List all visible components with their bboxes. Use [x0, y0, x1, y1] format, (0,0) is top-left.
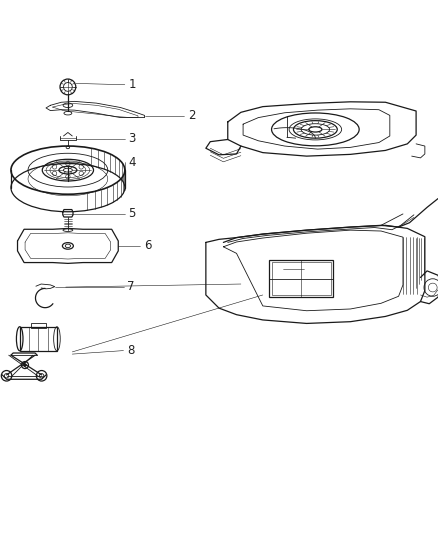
Circle shape: [24, 364, 26, 366]
Text: 1: 1: [128, 78, 136, 91]
Text: 8: 8: [127, 344, 134, 357]
Text: 5: 5: [129, 207, 136, 220]
Text: 4: 4: [128, 156, 136, 169]
Text: 2: 2: [187, 109, 195, 123]
Bar: [272, 262, 331, 295]
Bar: [269, 260, 333, 297]
Bar: [31, 323, 46, 328]
Bar: [20, 327, 57, 351]
Text: 6: 6: [144, 239, 152, 253]
Text: 7: 7: [127, 280, 135, 293]
Text: 3: 3: [129, 132, 136, 145]
